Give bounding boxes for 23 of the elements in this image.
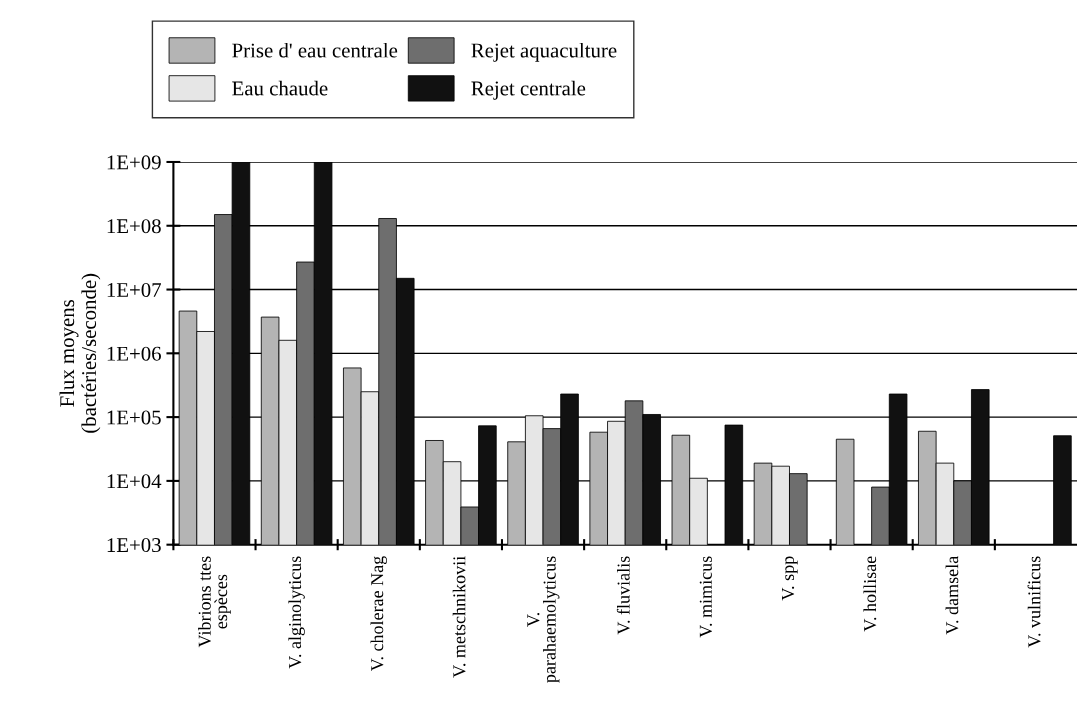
- y-tick-label: 1E+04: [107, 474, 162, 489]
- x-tick-label: Vibrions ttes espèces: [198, 556, 231, 648]
- x-tick-label: V. vulnificus: [1027, 556, 1041, 648]
- x-tick-label: V. hollisae: [863, 556, 877, 632]
- y-tick-label: 1E+08: [107, 219, 161, 234]
- y-tick-label: 1E+05: [107, 410, 161, 425]
- y-tick-label: 1E+07: [107, 282, 161, 297]
- legend-label: Rejet aquaculture: [471, 42, 617, 62]
- x-tick-label: V. spp: [782, 556, 798, 601]
- legend-label: Rejet centrale: [471, 80, 586, 100]
- y-tick-label: 1E+06: [107, 346, 161, 361]
- x-tick-label: V. metschnikovii: [452, 556, 466, 678]
- x-tick-label: V. parahaemolyticus: [527, 556, 560, 683]
- y-tick-label: 1E+03: [107, 538, 161, 553]
- x-tick-label: V. mimicus: [699, 556, 712, 638]
- legend-label: Prise d' eau centrale: [232, 42, 398, 58]
- legend-label: Eau chaude: [232, 80, 328, 96]
- y-axis-title: Flux moyens (bactéries/seconde): [59, 273, 101, 433]
- y-tick-label: 1E+09: [107, 155, 161, 170]
- x-tick-label: V. cholerae Nag: [370, 556, 387, 672]
- x-tick-label: V. fluvialis: [616, 556, 630, 635]
- x-tick-label: V. alginolyticus: [288, 556, 305, 669]
- x-tick-label: V. damsela: [945, 556, 959, 635]
